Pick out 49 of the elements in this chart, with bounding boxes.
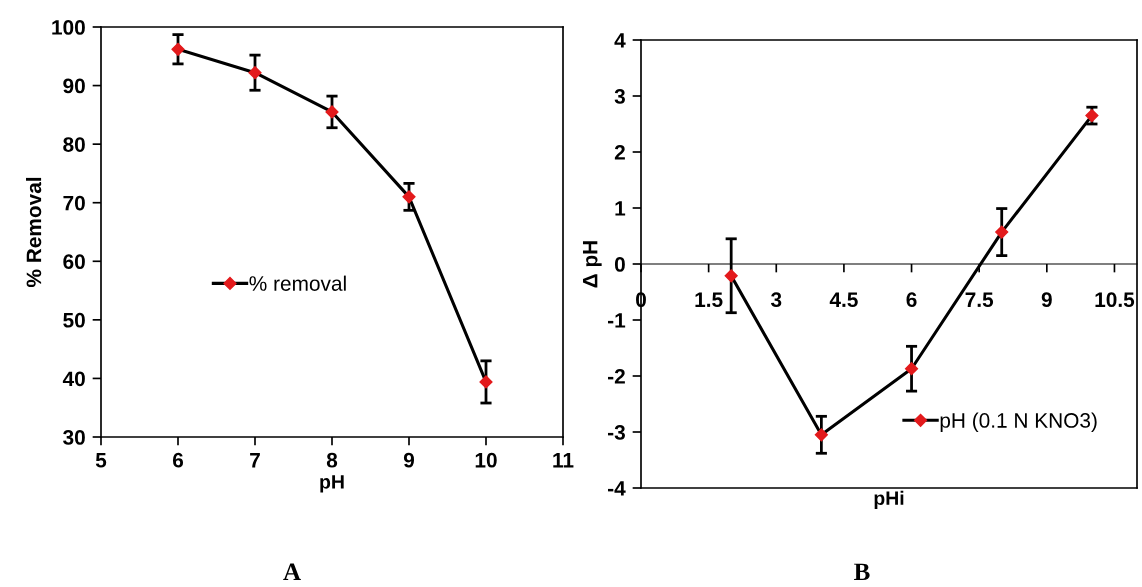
x-tick-label: 11 [553,453,574,468]
x-tick-label: 7.5 [965,292,994,308]
y-tick-label: 70 [63,195,85,211]
y-axis-title: % Removal [25,177,42,288]
point [325,105,339,119]
y-tick-label: 80 [63,137,85,152]
y-tick-label: -3 [608,425,625,440]
x-tick-label: 1.5 [695,292,723,308]
x-tick-label: 9 [403,452,415,468]
text: A [283,563,301,581]
text: B [854,563,870,581]
y-tick-label: -2 [608,369,625,384]
y-tick-label: 90 [63,78,85,94]
y-tick-label: 2 [614,145,625,160]
x-axis-title: pH [320,475,344,493]
y-tick-label: 100 [52,20,85,35]
point [171,42,185,56]
x-tick-label: 9 [1041,292,1052,308]
x-tick-label: 10 [475,452,497,468]
point [479,375,493,389]
x-tick-label: 4.5 [829,292,858,308]
y-tick-label: 4 [614,33,626,48]
y-tick-label: 50 [63,312,85,328]
y-axis-title: Δ pH [582,241,602,288]
x-tick-label: 3 [770,292,782,308]
y-tick-label: 3 [614,89,625,104]
y-tick-label: 1 [615,201,626,216]
x-axis-title: pHi [874,490,904,509]
y-tick-label: 0 [614,257,625,272]
x-tick-label: 6 [906,292,917,308]
y-tick-label: 30 [63,430,85,445]
x-tick-label: 5 [95,453,107,468]
x-tick-label: 6 [172,452,184,468]
x-tick-label: 8 [326,452,338,468]
y-tick-label: 60 [63,254,85,270]
point [904,362,919,376]
x-tick-label: 7 [250,453,260,468]
point [402,190,416,204]
y-tick-label: -4 [608,481,626,496]
point [1085,109,1099,123]
legend-label: pH (0.1 N KNO3) [940,412,1097,432]
point [248,66,262,80]
point [724,269,738,283]
x-tick-label: 10.5 [1095,292,1135,308]
point [995,225,1009,239]
legend-label: % removal [249,275,346,291]
y-tick-label: -1 [608,313,626,328]
point [814,428,828,442]
y-tick-label: 40 [62,371,85,387]
